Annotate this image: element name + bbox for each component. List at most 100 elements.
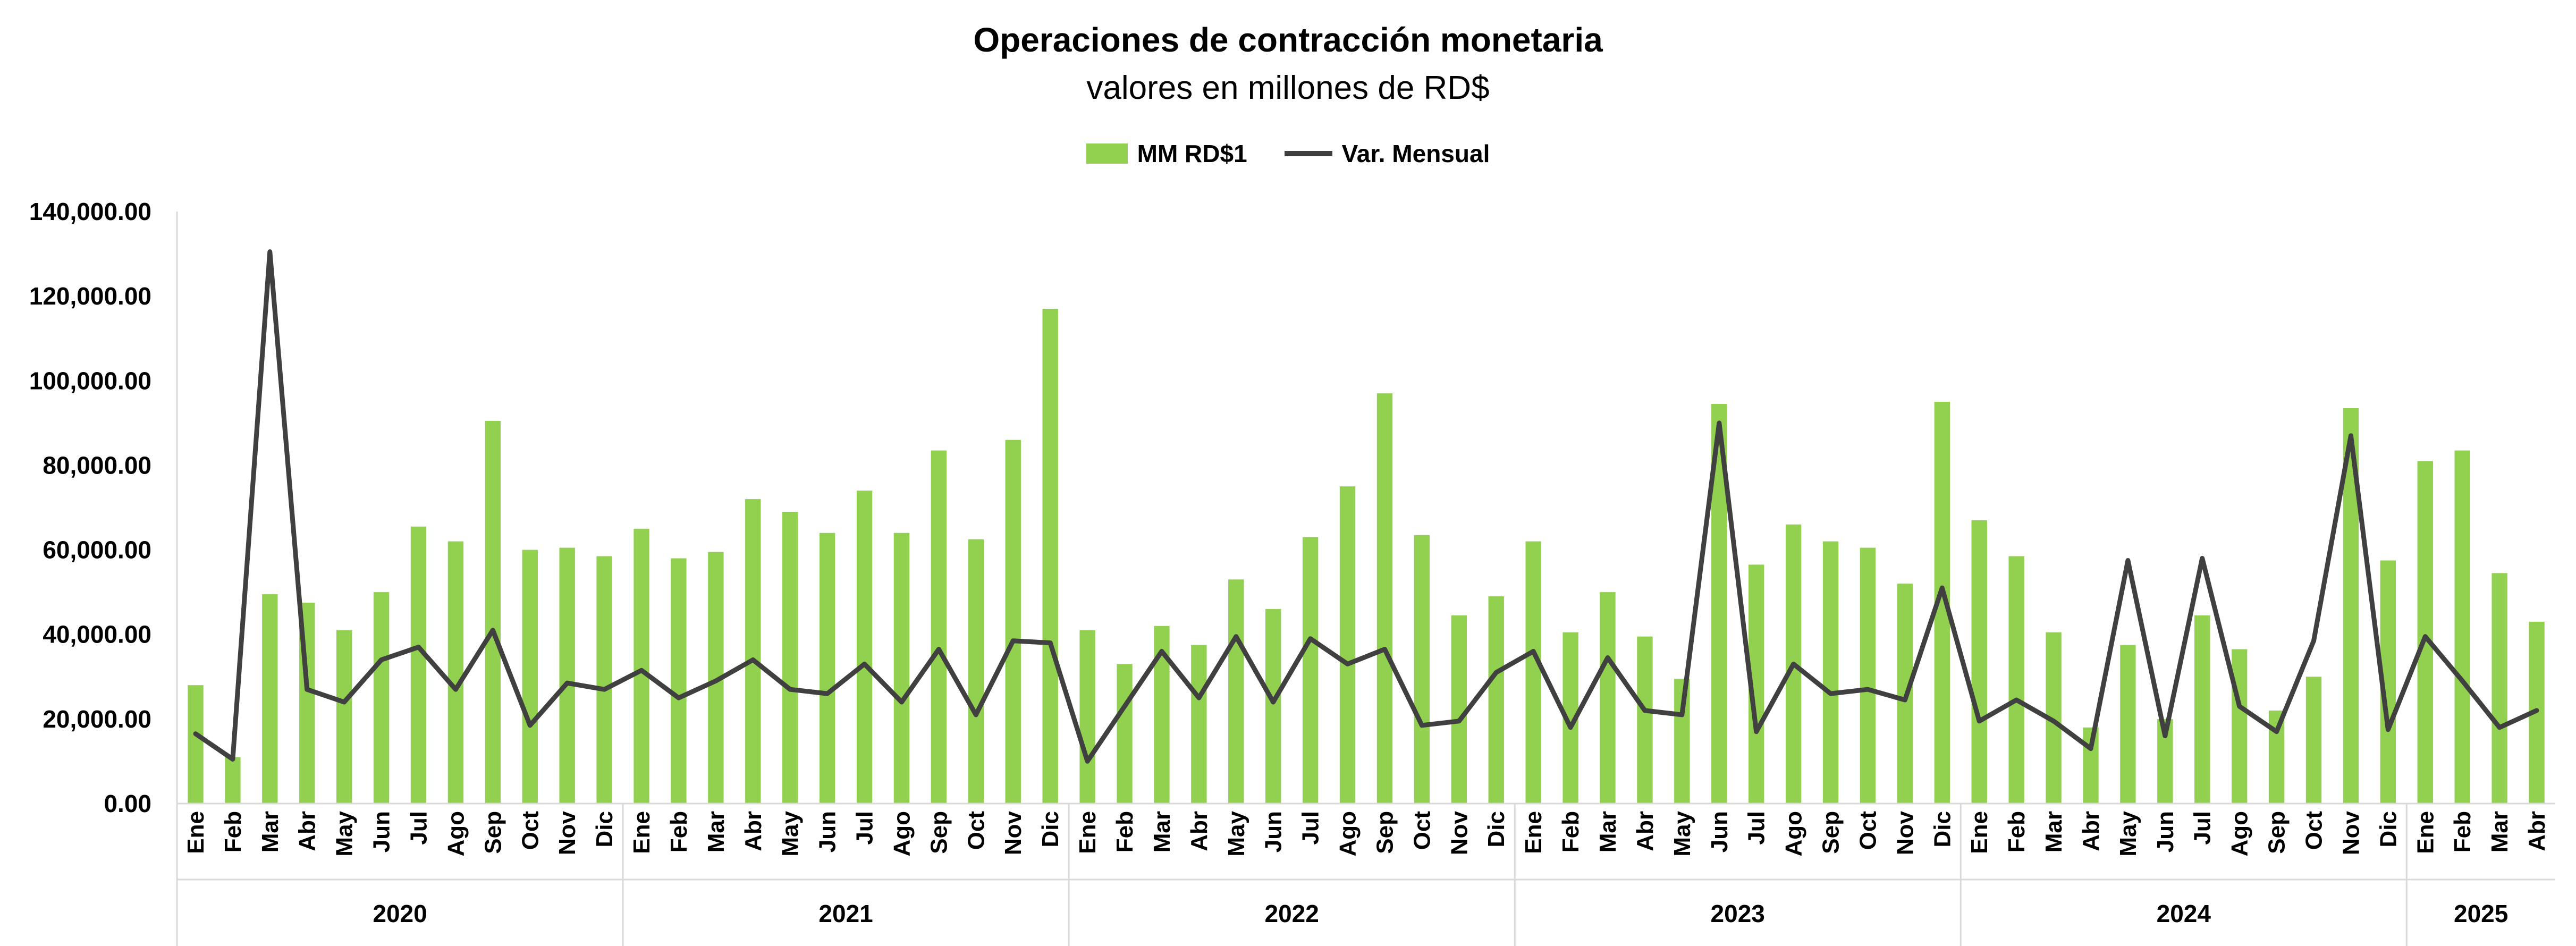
legend-item-line: Var. Mensual	[1284, 139, 1490, 168]
x-tick-label: Jul	[2190, 811, 2216, 845]
x-tick-label: Ago	[889, 811, 915, 857]
bar	[819, 533, 835, 804]
bar	[262, 594, 278, 804]
x-tick-label: Jun	[1707, 811, 1733, 852]
x-tick-label: Jun	[815, 811, 841, 852]
x-tick-label: May	[2115, 810, 2141, 856]
x-tick-label: Jul	[1744, 811, 1770, 845]
x-tick-label: May	[332, 810, 358, 856]
bar	[1005, 440, 1021, 804]
x-tick-label: Dic	[1483, 811, 1509, 847]
x-tick-label: May	[1669, 810, 1695, 856]
x-tick-label: Sep	[480, 811, 506, 854]
bar	[634, 528, 649, 804]
bar	[447, 541, 464, 804]
x-tick-label: Ene	[1521, 811, 1547, 854]
x-tick-label: Jul	[852, 811, 878, 845]
x-tick-label: Feb	[1558, 811, 1584, 852]
bar	[1822, 541, 1839, 804]
x-tick-label: Mar	[2041, 811, 2067, 852]
x-tick-label: Mar	[2487, 811, 2513, 852]
bar	[2194, 615, 2210, 804]
bar	[373, 592, 390, 804]
x-tick-label: Mar	[1149, 811, 1175, 852]
bar	[336, 630, 352, 804]
x-tick-label: Ene	[1966, 811, 1992, 854]
x-tick-label: Feb	[666, 811, 692, 852]
x-tick-label: Nov	[554, 810, 580, 855]
bar	[893, 533, 910, 804]
bar	[596, 556, 612, 804]
x-tick-label: Abr	[740, 811, 766, 851]
x-tick-label: Ago	[1781, 811, 1807, 857]
bar	[1971, 520, 1987, 804]
x-tick-label: Ene	[629, 811, 655, 854]
x-tick-label: Ago	[2227, 811, 2253, 857]
x-tick-label: Abr	[2524, 811, 2550, 851]
x-tick-label: Jun	[1261, 811, 1287, 852]
x-tick-label: Ene	[183, 811, 209, 854]
legend-label-bars: MM RD$1	[1137, 140, 1247, 167]
bar	[559, 547, 575, 804]
x-tick-label: Ago	[1335, 811, 1361, 857]
bar	[2120, 645, 2136, 804]
x-tick-label: Ago	[443, 811, 469, 857]
year-label: 2023	[1711, 900, 1765, 927]
bar	[1860, 547, 1876, 804]
x-tick-label: Oct	[2301, 811, 2327, 850]
bar	[1451, 615, 1467, 804]
bar	[1302, 537, 1319, 804]
y-tick-label: 60,000.00	[43, 536, 151, 564]
bar	[1042, 309, 1058, 804]
bar	[2417, 461, 2433, 804]
chart-title: Operaciones de contracción monetaria	[973, 21, 1603, 59]
x-tick-label: Feb	[2450, 811, 2476, 852]
x-tick-label: Dic	[592, 811, 618, 847]
x-tick-label: Nov	[1892, 810, 1918, 855]
x-tick-label: Feb	[220, 811, 246, 852]
bar	[2454, 450, 2470, 804]
year-label: 2024	[2157, 900, 2211, 927]
bar	[522, 550, 538, 804]
x-tick-label: May	[1223, 810, 1249, 856]
x-tick-label: Abr	[294, 811, 320, 851]
bar	[1488, 596, 1504, 804]
bar	[931, 450, 947, 804]
x-tick-label: Nov	[2338, 810, 2364, 855]
x-tick-label: Jul	[1298, 811, 1324, 845]
x-tick-label: Ene	[2412, 811, 2438, 854]
bar	[1600, 592, 1616, 804]
year-label: 2021	[818, 900, 873, 927]
x-tick-label: Abr	[1632, 811, 1658, 851]
y-tick-label: 80,000.00	[43, 451, 151, 479]
bar	[745, 499, 761, 804]
bar	[1228, 579, 1244, 804]
series-line-var-mensual	[193, 249, 2539, 764]
bar	[1376, 393, 1393, 804]
x-tick-label: May	[778, 810, 804, 856]
bar	[671, 558, 687, 804]
bar	[2305, 677, 2322, 804]
x-tick-label: Mar	[1595, 811, 1621, 852]
bar	[1079, 630, 1095, 804]
x-tick-label: Dic	[1037, 811, 1063, 847]
legend-item-bars: MM RD$1	[1086, 139, 1247, 168]
bar	[1414, 535, 1430, 804]
x-tick-label: Sep	[926, 811, 952, 854]
bar	[856, 491, 873, 804]
x-tick-label: Oct	[963, 811, 989, 850]
x-tick-label: Mar	[257, 811, 283, 852]
bar	[2231, 649, 2248, 804]
x-tick-label: Sep	[1372, 811, 1398, 854]
x-tick-label: Feb	[2004, 811, 2030, 852]
bar	[410, 526, 427, 804]
bar	[1339, 486, 1356, 804]
x-tick-label: Feb	[1112, 811, 1138, 852]
x-tick-label: Sep	[1818, 811, 1844, 854]
x-tick-label: Oct	[1409, 811, 1435, 850]
bar	[782, 511, 798, 804]
x-tick-label: Dic	[2375, 811, 2401, 847]
y-tick-label: 20,000.00	[43, 705, 151, 733]
y-tick-label: 0.00	[104, 790, 151, 817]
x-tick-label: Ene	[1075, 811, 1101, 854]
